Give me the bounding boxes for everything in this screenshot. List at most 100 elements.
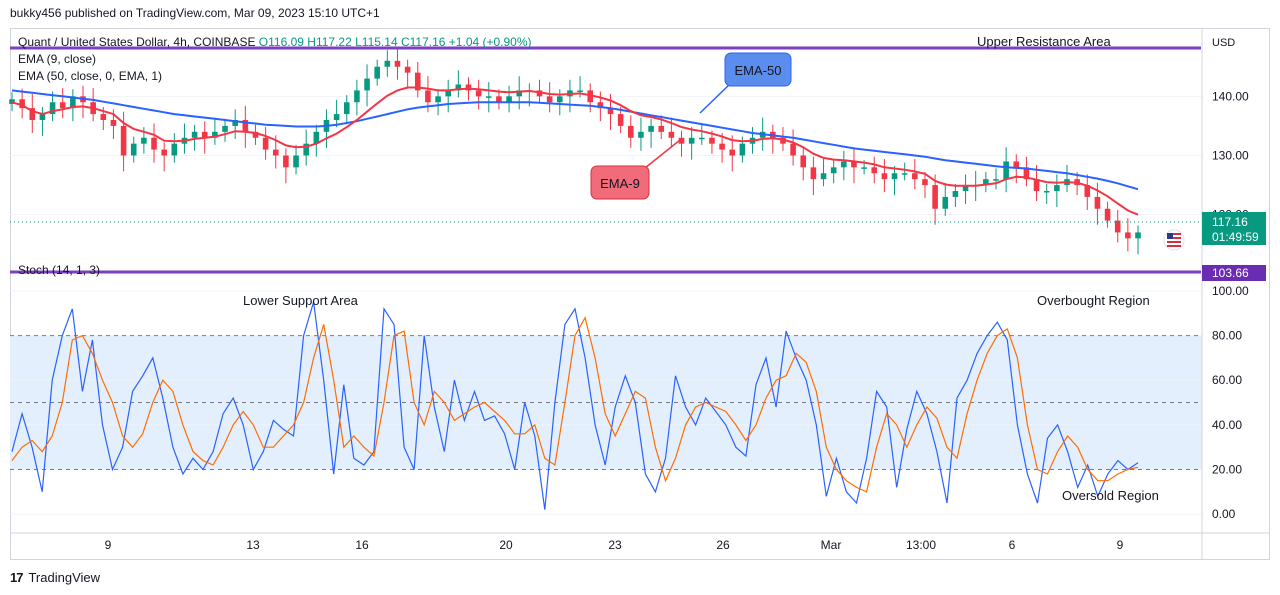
candle-body	[343, 102, 350, 115]
oversold-label: Oversold Region	[1062, 488, 1159, 503]
candle-body	[709, 137, 715, 144]
candle-body	[891, 173, 898, 180]
candle-body	[435, 96, 441, 103]
candle-body	[1114, 220, 1121, 233]
candle-body	[414, 72, 421, 91]
stoch-tick-label: 40.00	[1212, 418, 1242, 432]
time-tick-label: 9	[105, 538, 112, 552]
candle-body	[587, 90, 594, 103]
candle-body	[1125, 232, 1131, 239]
candle-body	[1104, 208, 1111, 221]
candle-body	[394, 60, 401, 67]
symbol-legend[interactable]: Quant / United States Dollar, 4h, COINBA…	[18, 35, 532, 49]
currency-label: USD	[1212, 37, 1235, 49]
stoch-legend[interactable]: Stoch (14, 1, 3)	[18, 263, 101, 277]
ema50-legend[interactable]: EMA (50, close, 0, EMA, 1)	[18, 69, 163, 83]
ema50-callout[interactable]: EMA-50	[699, 52, 792, 114]
ohlc-open: O116.09	[258, 35, 304, 49]
time-tick-label: 13:00	[906, 538, 936, 552]
candle-body	[516, 90, 522, 97]
time-tick-label: 23	[608, 538, 622, 552]
candle-body	[303, 143, 309, 156]
ohlc-change: +1.04 (+0.90%)	[448, 35, 532, 49]
candle-body	[536, 90, 543, 97]
candle-body	[628, 125, 634, 138]
candle-body	[465, 84, 472, 91]
price-tag: 117.16 01:49:59	[1202, 212, 1266, 245]
price-tick-label: 140.00	[1212, 89, 1249, 103]
price-countdown: 01:49:59	[1212, 230, 1259, 244]
price-grid	[10, 95, 1202, 216]
ema50-callout-text: EMA-50	[735, 63, 782, 78]
candle-body	[49, 102, 56, 115]
candle-body	[201, 131, 208, 138]
candle-body	[475, 90, 482, 97]
time-tick-label: 26	[716, 538, 730, 552]
candle-body	[364, 78, 370, 91]
candle-body	[678, 137, 685, 144]
candle-body	[222, 125, 228, 132]
candle-body	[546, 96, 553, 103]
publisher-line: bukky456 published on TradingView.com, M…	[10, 6, 380, 20]
candle-body	[141, 137, 147, 144]
candle-body	[354, 90, 360, 103]
candle-body	[130, 143, 137, 156]
candle-body	[952, 191, 959, 197]
candle-body	[404, 66, 411, 73]
candle-body	[59, 102, 66, 109]
tradingview-logo-icon: 17	[10, 570, 24, 585]
upper-resistance-label: Upper Resistance Area	[977, 34, 1111, 49]
candle-body	[100, 114, 107, 120]
lower-support-label: Lower Support Area	[243, 293, 359, 308]
us-flag-icon[interactable]	[1163, 229, 1185, 251]
candle-body	[283, 155, 289, 168]
time-tick-label: 20	[499, 538, 513, 552]
candle-body	[262, 137, 269, 150]
time-tick-label: 16	[355, 538, 369, 552]
candle-body	[425, 90, 431, 103]
candle-body	[232, 120, 238, 126]
candle-body	[688, 137, 695, 144]
ema9-line	[11, 86, 1139, 216]
candle-body	[658, 125, 665, 132]
candle-body	[597, 102, 604, 109]
candle-body	[19, 99, 25, 109]
candle-body	[39, 114, 46, 120]
candles	[9, 46, 1141, 255]
time-tick-label: 13	[246, 538, 260, 552]
stoch-d-line	[11, 316, 1139, 493]
ema50-line	[11, 89, 1139, 191]
candle-body	[242, 120, 249, 132]
ema9-legend[interactable]: EMA (9, close)	[18, 52, 97, 66]
candle-body	[881, 173, 888, 180]
candle-body	[739, 143, 746, 156]
ema9-callout[interactable]: EMA-9	[590, 139, 681, 200]
stoch-grid	[10, 290, 1202, 515]
stoch-tick-label: 20.00	[1212, 463, 1242, 477]
candle-body	[1013, 161, 1020, 168]
candle-body	[1054, 185, 1060, 191]
price-tick-label: 130.00	[1212, 149, 1249, 163]
candle-body	[171, 143, 178, 156]
axes: 140.00130.00120.00100.0080.0060.0040.002…	[10, 28, 1270, 560]
candle-body	[110, 120, 117, 126]
ema9-callout-text: EMA-9	[600, 176, 640, 191]
candle-body	[810, 167, 817, 180]
candle-body	[861, 167, 867, 169]
candle-body	[729, 149, 736, 156]
time-tick-label: 9	[1117, 538, 1124, 552]
candle-body	[1135, 232, 1141, 239]
candle-body	[313, 131, 320, 144]
candle-body	[455, 84, 462, 91]
candle-body	[932, 185, 938, 209]
footer: 17 TradingView	[10, 570, 100, 585]
candle-body	[617, 114, 624, 126]
price-tag-value: 117.16	[1212, 215, 1248, 229]
candle-body	[699, 137, 705, 140]
candle-body	[1084, 185, 1091, 197]
line-tag: 103.66	[1202, 265, 1266, 281]
ohlc-low: L115.14	[355, 35, 398, 49]
tradingview-brand: TradingView	[28, 570, 101, 585]
candle-body	[29, 108, 36, 120]
